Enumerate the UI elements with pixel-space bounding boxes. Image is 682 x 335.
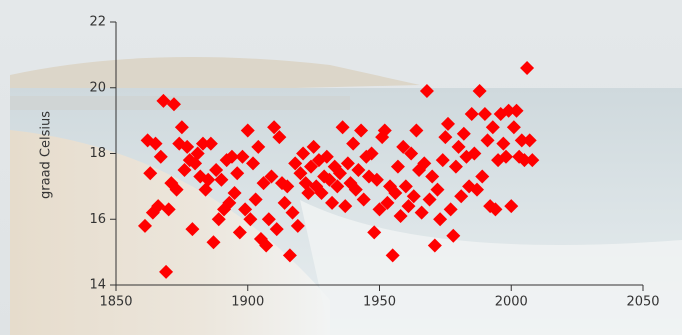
y-axis-label: graad Celsius bbox=[39, 111, 54, 199]
y-tick-label: 16 bbox=[89, 212, 106, 227]
x-tick-label: 2050 bbox=[626, 295, 659, 310]
x-tick-label: 1950 bbox=[363, 295, 396, 310]
y-tick-label: 20 bbox=[89, 80, 106, 95]
chart: graad Celsius 14 16 18 20 22 1850 1900 1950 2000… bbox=[0, 0, 682, 335]
x-tick-label: 1850 bbox=[99, 295, 132, 310]
y-tick-label: 18 bbox=[89, 146, 106, 161]
x-tick-label: 1900 bbox=[231, 295, 264, 310]
x-tick-label: 2000 bbox=[495, 295, 528, 310]
y-tick-label: 22 bbox=[89, 15, 106, 30]
y-tick-label: 14 bbox=[89, 278, 106, 293]
